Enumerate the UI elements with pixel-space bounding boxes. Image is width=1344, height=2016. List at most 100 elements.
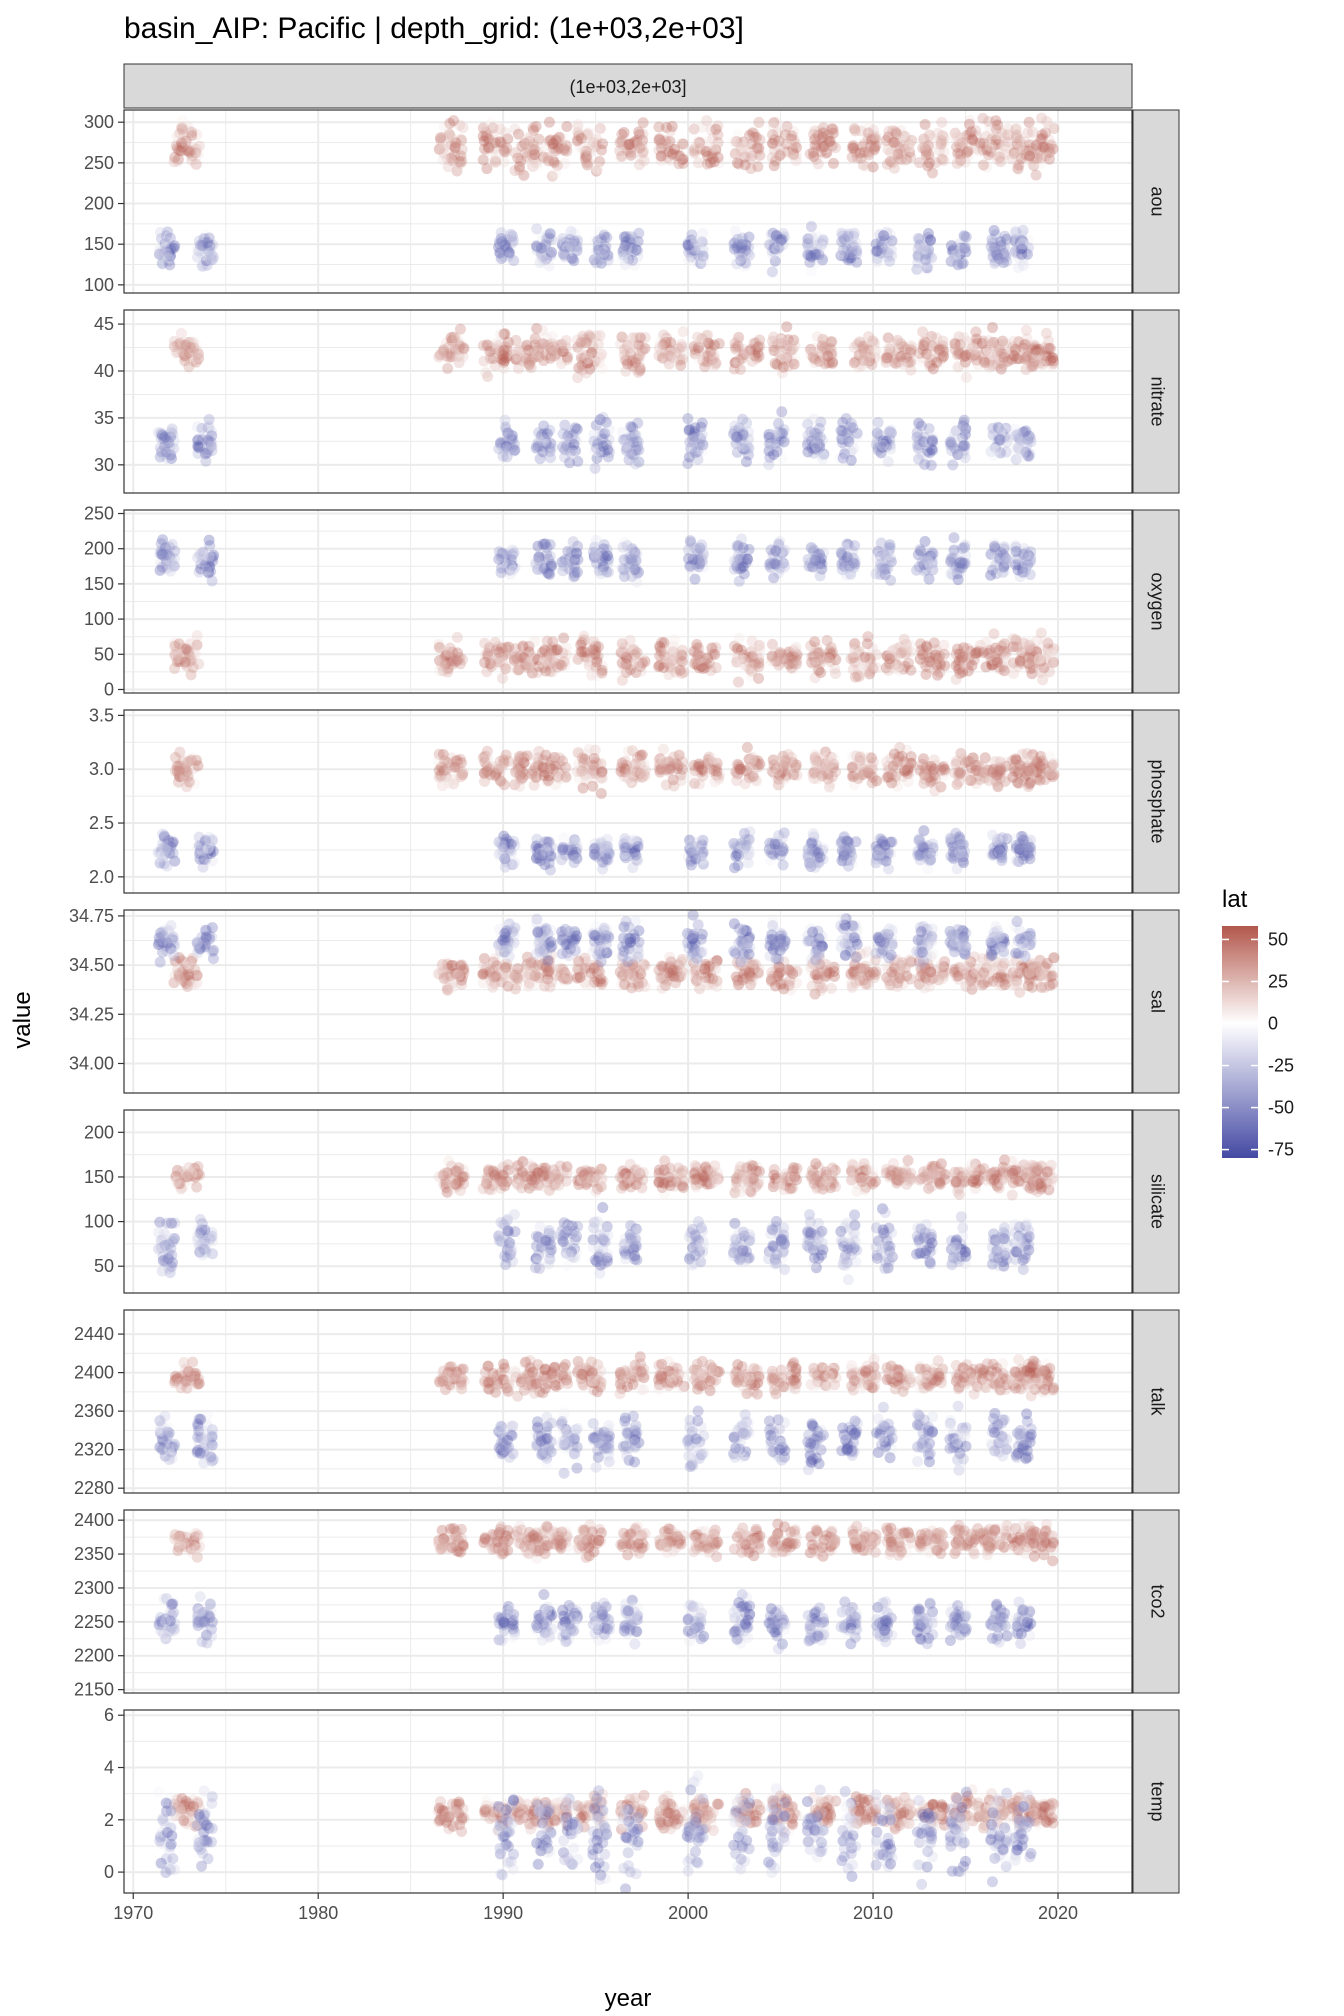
data-point bbox=[696, 850, 708, 862]
data-point bbox=[731, 233, 743, 245]
data-point bbox=[823, 781, 835, 793]
data-point bbox=[536, 231, 548, 243]
data-point bbox=[890, 654, 902, 666]
data-point bbox=[809, 672, 821, 684]
data-point bbox=[545, 850, 557, 862]
data-point bbox=[812, 847, 824, 859]
data-point bbox=[496, 672, 508, 684]
data-point bbox=[696, 429, 708, 441]
data-point bbox=[1047, 352, 1059, 364]
data-point bbox=[877, 435, 889, 447]
data-point bbox=[993, 354, 1005, 366]
data-point bbox=[989, 653, 1001, 665]
data-point bbox=[1047, 355, 1059, 367]
data-point bbox=[556, 236, 568, 248]
data-point bbox=[1038, 342, 1050, 354]
data-point bbox=[992, 847, 1004, 859]
data-point bbox=[625, 340, 637, 352]
data-point bbox=[960, 423, 972, 435]
data-point bbox=[537, 250, 549, 262]
data-point bbox=[749, 657, 761, 669]
data-point bbox=[869, 133, 881, 145]
data-point bbox=[507, 230, 519, 242]
data-point bbox=[987, 339, 999, 351]
data-point bbox=[918, 241, 930, 253]
data-point bbox=[767, 766, 779, 778]
data-point bbox=[545, 249, 557, 261]
data-point bbox=[1041, 116, 1053, 128]
data-point bbox=[1025, 342, 1037, 354]
data-point bbox=[661, 758, 673, 770]
data-point bbox=[918, 847, 930, 859]
data-point bbox=[497, 557, 509, 569]
data-point bbox=[710, 123, 722, 135]
data-point bbox=[689, 147, 701, 159]
data-point bbox=[203, 436, 215, 448]
data-point bbox=[440, 774, 452, 786]
data-point bbox=[839, 441, 851, 453]
data-point bbox=[577, 337, 589, 349]
data-point bbox=[621, 436, 633, 448]
data-point bbox=[809, 125, 821, 137]
data-point bbox=[205, 425, 217, 437]
data-point bbox=[841, 538, 853, 550]
data-point bbox=[619, 354, 631, 366]
data-point bbox=[206, 834, 218, 846]
data-point bbox=[436, 959, 448, 971]
data-point bbox=[625, 347, 637, 359]
data-point bbox=[930, 773, 942, 785]
data-point bbox=[155, 545, 167, 557]
data-point bbox=[970, 778, 982, 790]
data-point bbox=[957, 244, 969, 256]
data-point bbox=[590, 534, 602, 546]
data-point bbox=[809, 845, 821, 857]
data-point bbox=[929, 649, 941, 661]
data-point bbox=[590, 661, 602, 673]
data-point bbox=[964, 774, 976, 786]
data-point bbox=[177, 347, 189, 359]
data-point bbox=[1042, 637, 1054, 649]
data-point bbox=[158, 843, 170, 855]
data-point bbox=[807, 346, 819, 358]
data-point bbox=[168, 443, 180, 455]
data-point bbox=[946, 438, 958, 450]
data-point bbox=[954, 338, 966, 350]
data-point bbox=[945, 240, 957, 252]
data-point bbox=[188, 342, 200, 354]
data-point bbox=[620, 666, 632, 678]
data-point bbox=[742, 857, 754, 869]
data-point bbox=[523, 357, 535, 369]
data-point bbox=[655, 150, 667, 162]
data-point bbox=[498, 328, 510, 340]
column-strip-label: (1e+03,2e+03] bbox=[569, 77, 686, 97]
data-point bbox=[959, 541, 971, 553]
data-point bbox=[749, 774, 761, 786]
data-point bbox=[630, 555, 642, 567]
data-point bbox=[705, 665, 717, 677]
data-point bbox=[731, 147, 743, 159]
data-point bbox=[669, 656, 681, 668]
data-point bbox=[546, 350, 558, 362]
data-point bbox=[777, 427, 789, 439]
data-point bbox=[1032, 758, 1044, 770]
data-point bbox=[170, 140, 182, 152]
data-point bbox=[590, 846, 602, 858]
data-point bbox=[624, 774, 636, 786]
data-point bbox=[583, 763, 595, 775]
data-point bbox=[624, 437, 636, 449]
data-point bbox=[1014, 135, 1026, 147]
data-point bbox=[496, 840, 508, 852]
data-point bbox=[817, 241, 829, 253]
data-point bbox=[501, 242, 513, 254]
data-point bbox=[635, 152, 647, 164]
data-point bbox=[500, 660, 512, 672]
data-point bbox=[574, 650, 586, 662]
data-point bbox=[639, 770, 651, 782]
data-point bbox=[687, 849, 699, 861]
data-point bbox=[544, 451, 556, 463]
data-point bbox=[993, 661, 1005, 673]
data-point bbox=[790, 759, 802, 771]
data-point bbox=[966, 134, 978, 146]
data-point bbox=[631, 659, 643, 671]
data-point bbox=[892, 148, 904, 160]
